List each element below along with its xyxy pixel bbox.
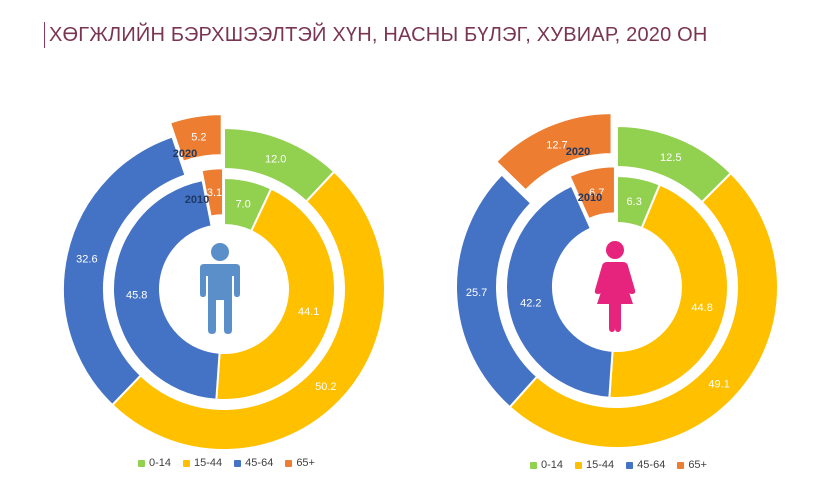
chart2-inner-slice-15-44 [608, 183, 730, 399]
legend-male: 0-14 15-44 45-64 65+ [138, 457, 315, 469]
chart1-inner-slice-15-44 [215, 187, 336, 401]
donut-chart-2: 12.5 49.1 25.7 12.7 6.3 44.8 42.2 6.7 2020 2010 [455, 112, 780, 449]
chart2-outer-slice-65+ [494, 112, 613, 192]
legend-swatch [575, 461, 583, 469]
legend-female: 0-14 15-44 45-64 65+ [530, 459, 707, 471]
chart2-outer-label-15-44: 49.1 [708, 379, 729, 391]
chart2-inner-slice-45-64 [505, 184, 614, 399]
chart1-inner-label-45-64: 45.8 [126, 289, 147, 301]
chart1-outer-slice-45-64 [62, 135, 187, 407]
legend-item: 45-64 [234, 457, 273, 469]
legend-item: 45-64 [626, 459, 665, 471]
chart1-outer-label-15-44: 50.2 [315, 381, 336, 393]
chart2-outer-label-0-14: 12.5 [660, 152, 681, 164]
legend-swatch [234, 459, 242, 467]
legend-item: 0-14 [138, 457, 171, 469]
legend-label: 65+ [296, 457, 315, 469]
chart2-outer-label-65+: 12.7 [546, 140, 567, 152]
chart2-series-label-outer: 2020 [566, 146, 590, 158]
legend-item: 15-44 [575, 459, 614, 471]
chart-title: ХӨГЖЛИЙН БЭРХШЭЭЛТЭЙ ХҮН, НАСНЫ БҮЛЭГ, Х… [49, 24, 708, 46]
legend-item: 65+ [677, 459, 707, 471]
legend-label: 15-44 [586, 459, 615, 471]
chart1-inner-slice-65+ [200, 167, 225, 218]
legend-item: 0-14 [530, 459, 563, 471]
chart1-series-label-outer: 2020 [173, 148, 197, 160]
legend-item: 65+ [285, 457, 315, 469]
chart2-inner-label-15-44: 44.8 [691, 302, 712, 314]
legend-label: 15-44 [194, 457, 223, 469]
chart1-outer-slice-15-44 [110, 170, 386, 451]
chart2-outer-label-45-64: 25.7 [466, 287, 487, 299]
legend-swatch [530, 461, 537, 469]
chart2-inner-label-65+: 6.7 [589, 187, 604, 199]
female-icon [594, 241, 636, 332]
legend-label: 0-14 [149, 457, 172, 469]
male-icon [200, 243, 240, 334]
chart2-inner-label-0-14: 6.3 [627, 196, 642, 208]
chart1-inner-slice-45-64 [112, 178, 221, 401]
legend-swatch [677, 461, 685, 469]
legend-swatch [183, 459, 191, 467]
chart1-outer-label-0-14: 12.0 [265, 153, 286, 165]
chart2-outer-slice-15-44 [508, 171, 780, 449]
chart1-inner-label-0-14: 7.0 [235, 199, 250, 211]
chart2-series-label-inner: 2010 [578, 192, 602, 204]
donut-chart-1: 12.0 50.2 32.6 5.2 7.0 44.1 45.8 3.1 2020 2010 [62, 113, 386, 451]
title-bar: ХӨГЖЛИЙН БЭРХШЭЭЛТЭЙ ХҮН, НАСНЫ БҮЛЭГ, Х… [44, 22, 708, 48]
legend-swatch [285, 459, 293, 467]
legend-swatch [138, 459, 145, 467]
chart2-outer-slice-45-64 [455, 173, 539, 409]
chart1-outer-label-65+: 5.2 [191, 132, 206, 144]
legend-label: 45-64 [637, 459, 666, 471]
chart1-outer-slice-65+ [168, 113, 223, 163]
chart1-inner-label-65+: 3.1 [207, 187, 222, 199]
chart1-outer-label-45-64: 32.6 [76, 253, 97, 265]
chart2-inner-slice-65+ [568, 165, 616, 221]
legend-label: 45-64 [245, 457, 274, 469]
legend-swatch [626, 461, 634, 469]
legend-item: 15-44 [183, 457, 222, 469]
legend-label: 0-14 [541, 459, 564, 471]
chart1-inner-label-15-44: 44.1 [298, 306, 319, 318]
legend-label: 65+ [688, 459, 707, 471]
chart2-inner-label-45-64: 42.2 [520, 297, 541, 309]
chart1-series-label-inner: 2010 [185, 194, 209, 206]
